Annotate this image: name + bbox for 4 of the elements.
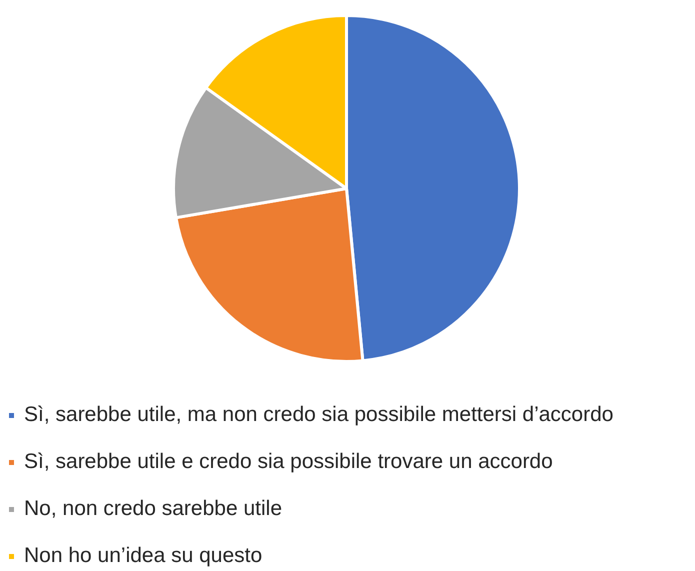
legend-label: Sì, sarebbe utile e credo sia possibile trovare un accordo — [24, 449, 553, 475]
legend-label: Non ho un’idea su questo — [24, 543, 262, 569]
legend-label: Sì, sarebbe utile, ma non credo sia possibile mettersi d’accordo — [24, 402, 614, 428]
legend-label: No, non credo sarebbe utile — [24, 496, 282, 522]
